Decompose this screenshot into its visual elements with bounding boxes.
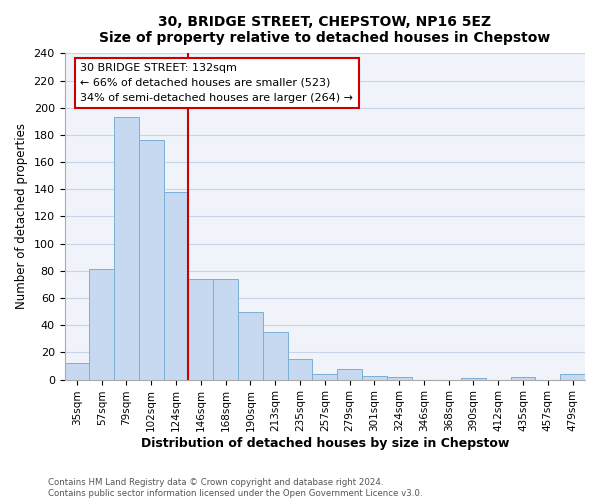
Bar — [114, 117, 139, 380]
Bar — [164, 192, 188, 380]
Bar — [511, 377, 535, 380]
Bar — [560, 374, 585, 380]
Bar — [213, 279, 238, 380]
Bar — [65, 364, 89, 380]
X-axis label: Distribution of detached houses by size in Chepstow: Distribution of detached houses by size … — [140, 437, 509, 450]
Bar — [139, 140, 164, 380]
Bar — [263, 332, 287, 380]
Title: 30, BRIDGE STREET, CHEPSTOW, NP16 5EZ
Size of property relative to detached hous: 30, BRIDGE STREET, CHEPSTOW, NP16 5EZ Si… — [99, 15, 550, 45]
Text: 30 BRIDGE STREET: 132sqm
← 66% of detached houses are smaller (523)
34% of semi-: 30 BRIDGE STREET: 132sqm ← 66% of detach… — [80, 63, 353, 102]
Bar — [287, 359, 313, 380]
Bar — [362, 376, 387, 380]
Bar — [337, 368, 362, 380]
Bar — [387, 377, 412, 380]
Bar — [313, 374, 337, 380]
Text: Contains HM Land Registry data © Crown copyright and database right 2024.
Contai: Contains HM Land Registry data © Crown c… — [48, 478, 422, 498]
Bar — [461, 378, 486, 380]
Y-axis label: Number of detached properties: Number of detached properties — [15, 124, 28, 310]
Bar — [188, 279, 213, 380]
Bar — [238, 312, 263, 380]
Bar — [89, 270, 114, 380]
